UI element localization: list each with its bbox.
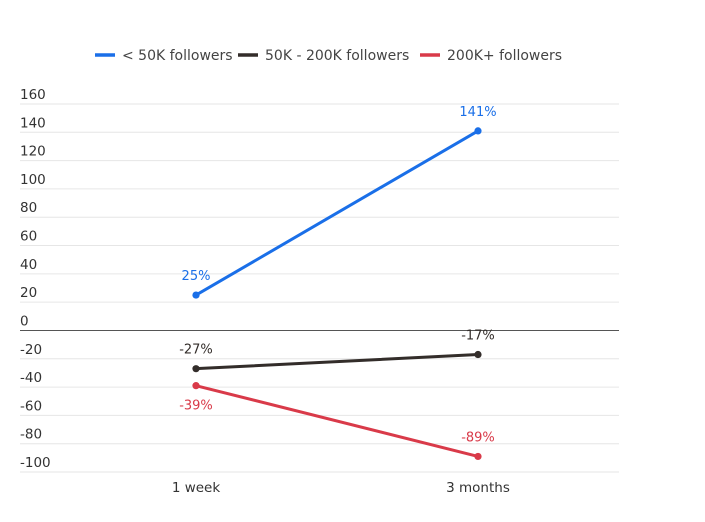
grid-layer xyxy=(20,103,619,473)
data-label: 25% xyxy=(182,269,211,284)
data-labels: 25% 141% -27% -17% -39% -89% xyxy=(179,105,496,446)
y-tick-label: -60 xyxy=(20,398,42,414)
legend-label: 200K+ followers xyxy=(447,48,562,64)
data-label: 141% xyxy=(459,105,496,120)
y-tick-label: 100 xyxy=(20,172,46,188)
data-point xyxy=(474,350,482,359)
x-axis-ticks: 1 week 3 months xyxy=(172,480,510,496)
data-point xyxy=(474,452,482,461)
y-tick-label: 160 xyxy=(20,87,46,103)
legend: < 50K followers 50K - 200K followers 200K+… xyxy=(95,48,562,64)
data-label: -17% xyxy=(461,329,495,344)
y-tick-label: 60 xyxy=(20,229,37,245)
y-tick-label: -80 xyxy=(20,427,42,443)
data-label: -39% xyxy=(179,399,213,414)
legend-label: < 50K followers xyxy=(122,48,233,64)
y-tick-label: 0 xyxy=(20,313,29,329)
series-line-50k-followers xyxy=(194,129,480,297)
data-label: -27% xyxy=(179,343,213,358)
y-tick-label: 40 xyxy=(20,257,37,273)
data-point xyxy=(192,365,200,373)
y-axis-ticks: 160 140 120 100 80 60 40 20 0 -20 -40 -60 -80 -100 xyxy=(20,87,51,471)
series-layer xyxy=(192,127,482,461)
x-tick-label: 3 months xyxy=(446,480,510,496)
x-tick-label: 1 week xyxy=(172,480,221,496)
data-point xyxy=(474,127,482,135)
y-tick-label: 80 xyxy=(20,200,37,216)
y-tick-label: -20 xyxy=(20,342,42,358)
y-tick-label: 20 xyxy=(20,285,37,301)
series-line-50k-200k-followers xyxy=(194,353,480,371)
y-tick-label: -40 xyxy=(20,370,42,386)
series-line-200k-followers xyxy=(194,384,480,458)
data-point xyxy=(192,382,200,390)
y-tick-label: -100 xyxy=(20,455,51,471)
y-tick-label: 120 xyxy=(20,144,46,160)
y-tick-label: 140 xyxy=(20,115,46,131)
data-label: -89% xyxy=(461,430,495,445)
legend-label: 50K - 200K followers xyxy=(265,48,409,64)
data-point xyxy=(192,291,200,299)
